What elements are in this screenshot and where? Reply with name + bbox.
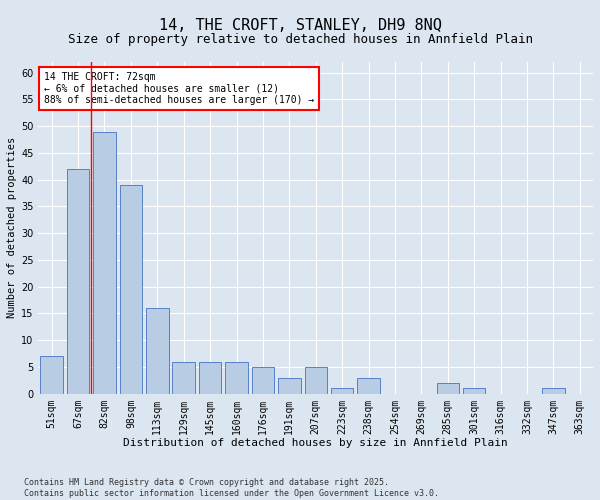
Bar	[199, 362, 221, 394]
Bar	[67, 169, 89, 394]
Bar	[542, 388, 565, 394]
Bar	[252, 367, 274, 394]
Bar	[463, 388, 485, 394]
Bar	[437, 383, 459, 394]
Bar	[172, 362, 195, 394]
Bar	[146, 308, 169, 394]
Bar	[93, 132, 116, 394]
Bar	[40, 356, 63, 394]
Text: Contains HM Land Registry data © Crown copyright and database right 2025.
Contai: Contains HM Land Registry data © Crown c…	[24, 478, 439, 498]
Bar	[119, 185, 142, 394]
Text: 14 THE CROFT: 72sqm
← 6% of detached houses are smaller (12)
88% of semi-detache: 14 THE CROFT: 72sqm ← 6% of detached hou…	[44, 72, 314, 105]
Text: Size of property relative to detached houses in Annfield Plain: Size of property relative to detached ho…	[67, 32, 533, 46]
Bar	[226, 362, 248, 394]
Bar	[358, 378, 380, 394]
Bar	[305, 367, 327, 394]
Bar	[331, 388, 353, 394]
X-axis label: Distribution of detached houses by size in Annfield Plain: Distribution of detached houses by size …	[124, 438, 508, 448]
Bar	[278, 378, 301, 394]
Text: 14, THE CROFT, STANLEY, DH9 8NQ: 14, THE CROFT, STANLEY, DH9 8NQ	[158, 18, 442, 32]
Y-axis label: Number of detached properties: Number of detached properties	[7, 137, 17, 318]
